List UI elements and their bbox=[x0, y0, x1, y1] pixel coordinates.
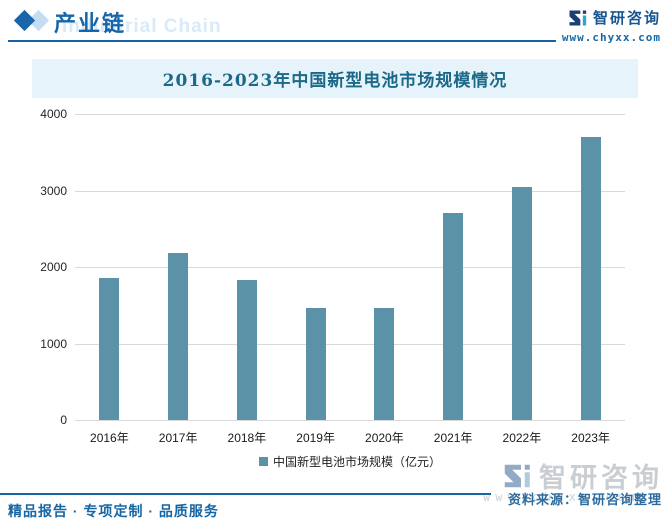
chart-legend: 中国新型电池市场规模（亿元） bbox=[75, 453, 625, 470]
x-tick-label: 2022年 bbox=[502, 431, 542, 445]
chart-title: 2016-2023年中国新型电池市场规模情况 bbox=[162, 71, 508, 91]
y-tick-label: 2000 bbox=[40, 260, 67, 274]
bar-2021年 bbox=[443, 213, 464, 420]
bar-2017年 bbox=[168, 253, 189, 420]
diamond-logo-icon bbox=[13, 9, 36, 32]
page-title: 产业链 bbox=[54, 11, 127, 36]
bar-2018年 bbox=[236, 280, 257, 420]
bar-2016年 bbox=[99, 278, 120, 420]
gridline-0 bbox=[75, 420, 625, 421]
y-tick-label: 0 bbox=[60, 413, 67, 427]
bar-2019年 bbox=[305, 307, 326, 420]
bar-2020年 bbox=[374, 307, 395, 420]
bar-chart: 0 1000 2000 3000 4000 2016年 2017年 2018年 2019年 20… bbox=[0, 105, 671, 469]
brand-url: www.chyxx.com bbox=[561, 31, 661, 44]
x-tick-label: 2016年 bbox=[90, 431, 129, 445]
gridline-1000 bbox=[75, 343, 625, 345]
gridline-2000 bbox=[75, 267, 625, 268]
watermark-brand-text: 智研咨询 bbox=[539, 463, 663, 493]
gridline-4000 bbox=[75, 114, 625, 115]
y-tick-label: 3000 bbox=[40, 183, 67, 198]
source-line: 资料来源：智研咨询整理 bbox=[507, 492, 662, 507]
watermark-block: 智研咨询 bbox=[501, 456, 663, 495]
x-tick-label: 2023年 bbox=[571, 431, 610, 445]
x-tick-label: 2020年 bbox=[365, 431, 404, 445]
gridline-3000 bbox=[75, 190, 625, 192]
footer-divider bbox=[0, 493, 491, 495]
bar-2023年 bbox=[580, 136, 601, 420]
header-watermark-text: Industrial Chain bbox=[62, 16, 222, 37]
y-tick-label: 1000 bbox=[40, 336, 67, 351]
header-divider bbox=[8, 40, 556, 42]
x-tick-label: 2018年 bbox=[227, 431, 267, 445]
plot-area bbox=[75, 114, 625, 421]
zhiyan-watermark-logo-icon bbox=[504, 464, 530, 487]
chart-title-band: 2016-2023年中国新型电池市场规模情况 bbox=[32, 59, 638, 98]
watermark-url-text: www.chyxx.com bbox=[483, 490, 642, 504]
footer-tagline: 精品报告 · 专项定制 · 品质服务 bbox=[8, 503, 219, 519]
brand-name: 智研咨询 bbox=[592, 10, 661, 27]
legend-label: 中国新型电池市场规模（亿元） bbox=[272, 455, 441, 469]
x-tick-label: 2019年 bbox=[296, 431, 335, 445]
brand-block: 智研咨询 bbox=[567, 7, 661, 28]
bar-2022年 bbox=[511, 186, 532, 420]
y-tick-label: 4000 bbox=[40, 107, 67, 121]
zhiyan-logo-icon bbox=[569, 10, 587, 25]
legend-swatch bbox=[258, 457, 268, 466]
x-tick-label: 2017年 bbox=[158, 431, 198, 445]
x-tick-label: 2021年 bbox=[433, 431, 473, 445]
